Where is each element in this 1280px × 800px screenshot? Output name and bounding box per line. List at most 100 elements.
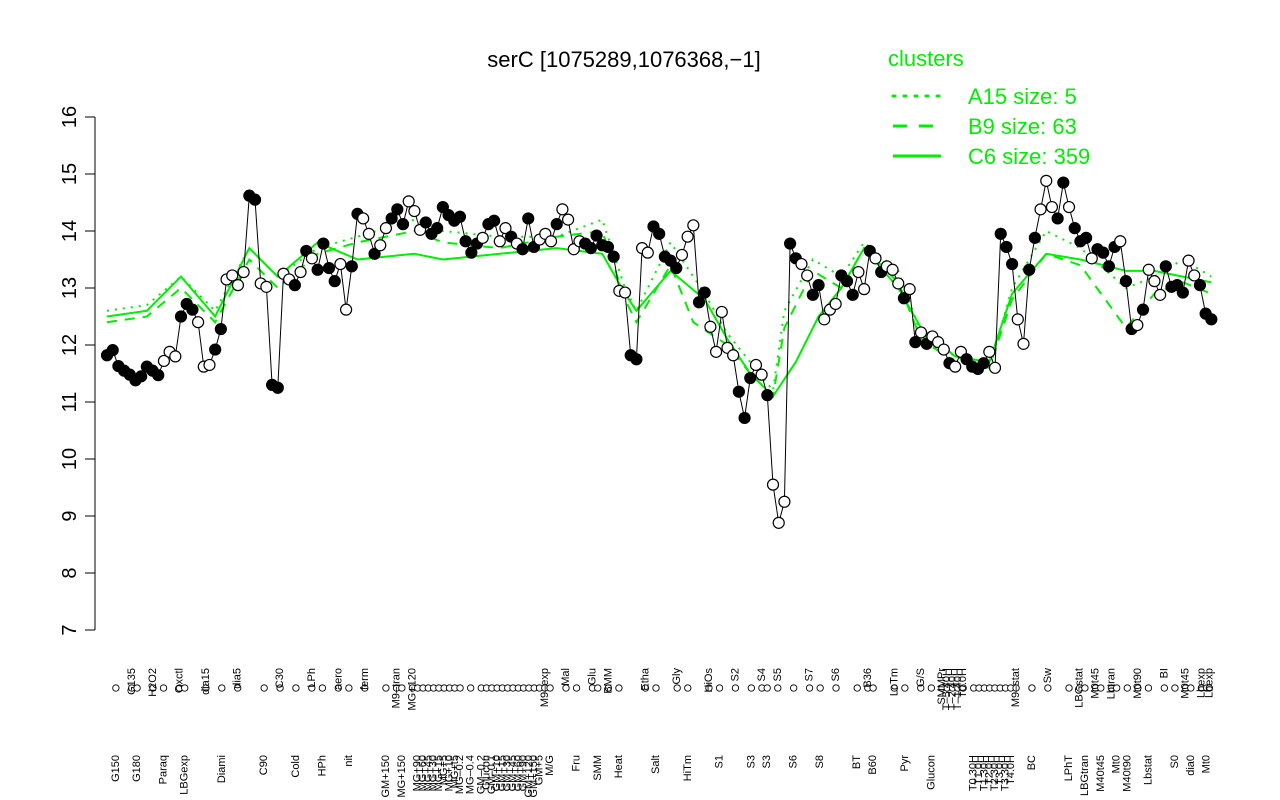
x-tick-label: BT: [851, 755, 863, 769]
x-tick-label: M0t45: [1090, 668, 1102, 699]
data-point: [1114, 235, 1127, 248]
x-tick-label: aero: [332, 668, 344, 690]
data-point: [169, 350, 182, 363]
x-tick-label: MG+t5: [449, 755, 461, 788]
data-point: [317, 237, 330, 250]
x-tick-label: HiOs: [703, 668, 715, 693]
x-tick-mark: [149, 684, 157, 692]
x-tick-mark: [1065, 684, 1073, 692]
x-tick-label: S6: [830, 668, 842, 681]
x-tick-label: H2O2: [147, 668, 159, 697]
x-tick-mark: [361, 684, 369, 692]
data-point: [801, 269, 814, 282]
data-point: [311, 263, 324, 276]
x-tick-mark: [133, 684, 141, 692]
data-point: [846, 288, 859, 301]
legend-label-b9: B9 size: 63: [968, 114, 1077, 139]
x-tick-label: G/S: [915, 668, 927, 687]
data-point: [1131, 318, 1144, 332]
x-tick-label: GM–0.2: [475, 755, 487, 794]
data-point: [1119, 275, 1133, 288]
data-point: [755, 368, 768, 381]
data-point: [1017, 337, 1030, 350]
data-point: [396, 218, 410, 231]
data-point: [795, 257, 808, 271]
y-tick-label: 10: [59, 448, 81, 470]
x-tick-label: Pyr: [899, 755, 911, 772]
x-tick-label: S0: [1169, 755, 1181, 768]
x-tick-label: Lbtran: [1105, 668, 1117, 699]
x-tick-mark: [112, 684, 120, 692]
x-tick-mark: [832, 684, 840, 692]
x-tick-mark: [705, 684, 713, 692]
x-tick-label: B36: [862, 668, 874, 688]
data-point: [260, 280, 273, 293]
data-point: [869, 252, 882, 265]
data-point: [812, 279, 825, 292]
x-tick-label: LoTm: [888, 668, 900, 696]
data-point: [191, 316, 205, 329]
data-point: [561, 213, 575, 226]
x-tick-label: GM+150: [380, 755, 392, 798]
x-tick-mark: [684, 684, 692, 692]
x-tick-mark: [562, 684, 570, 692]
data-point: [248, 193, 262, 206]
data-point: [487, 214, 501, 227]
data-point: [499, 222, 512, 235]
x-tick-label: T1.0H: [973, 755, 985, 785]
x-tick-label: S8: [814, 755, 826, 768]
x-tick-label: Paraq: [158, 755, 170, 784]
x-tick-mark: [1097, 684, 1105, 692]
cluster-lines: [106, 218, 1212, 399]
data-point: [1142, 263, 1155, 276]
data-point: [152, 369, 165, 382]
x-tick-mark: [890, 684, 898, 692]
y-tick-label: 8: [59, 567, 81, 578]
data-point: [761, 389, 774, 402]
y-tick-label: 9: [59, 510, 81, 521]
data-point: [231, 279, 245, 292]
x-tick-label: GM+120: [523, 755, 535, 798]
data-point: [226, 269, 239, 282]
y-tick-label: 7: [59, 624, 81, 635]
x-tick-mark: [594, 684, 602, 692]
x-tick-mark: [1123, 684, 1131, 692]
data-point: [385, 212, 398, 225]
x-tick-label: MG+45: [422, 755, 434, 791]
x-tick-mark: [159, 684, 168, 692]
x-tick-label: LBGstat: [1074, 668, 1086, 708]
x-tick-label: T–5.40H: [941, 668, 953, 710]
x-tick-label: MG+15: [433, 755, 445, 791]
x-tick-label: M40t90: [1121, 755, 1133, 792]
x-tick-label: C90: [258, 755, 270, 775]
x-tick-label: Mt0: [1201, 755, 1213, 773]
x-tick-label: S3: [761, 755, 773, 768]
y-tick-label: 13: [59, 277, 81, 299]
x-tick-label: Lbstat: [1142, 755, 1154, 785]
data-point: [465, 246, 478, 259]
x-tick-label: LPh: [306, 668, 318, 688]
y-tick-label: 15: [59, 163, 81, 185]
data-point: [516, 243, 529, 256]
x-tick-label: Fru: [571, 755, 583, 772]
x-tick-label: M/G: [544, 755, 556, 776]
x-tick-label: ferm: [359, 668, 371, 690]
data-point: [157, 354, 171, 368]
x-tick-label: Glucon: [925, 755, 937, 790]
x-tick-label: BI: [1158, 668, 1170, 678]
data-point: [345, 260, 358, 273]
chart-title: serC [1075289,1076368,−1]: [487, 47, 760, 72]
data-point: [522, 212, 535, 225]
data-point: [806, 288, 819, 301]
y-axis: 7 8 9 10 11 12 13 14 15 16: [59, 106, 96, 636]
data-point: [544, 235, 558, 248]
data-point: [1136, 303, 1150, 316]
x-tick-label: M9–stat: [1010, 668, 1022, 707]
y-tick-label: 16: [59, 106, 81, 128]
data-point: [1205, 313, 1218, 326]
x-tick-label: T4.0H: [1005, 755, 1017, 785]
x-tick-label: S5: [772, 668, 784, 681]
x-tick-mark: [318, 684, 327, 692]
cluster-line-a15: [106, 218, 1212, 394]
